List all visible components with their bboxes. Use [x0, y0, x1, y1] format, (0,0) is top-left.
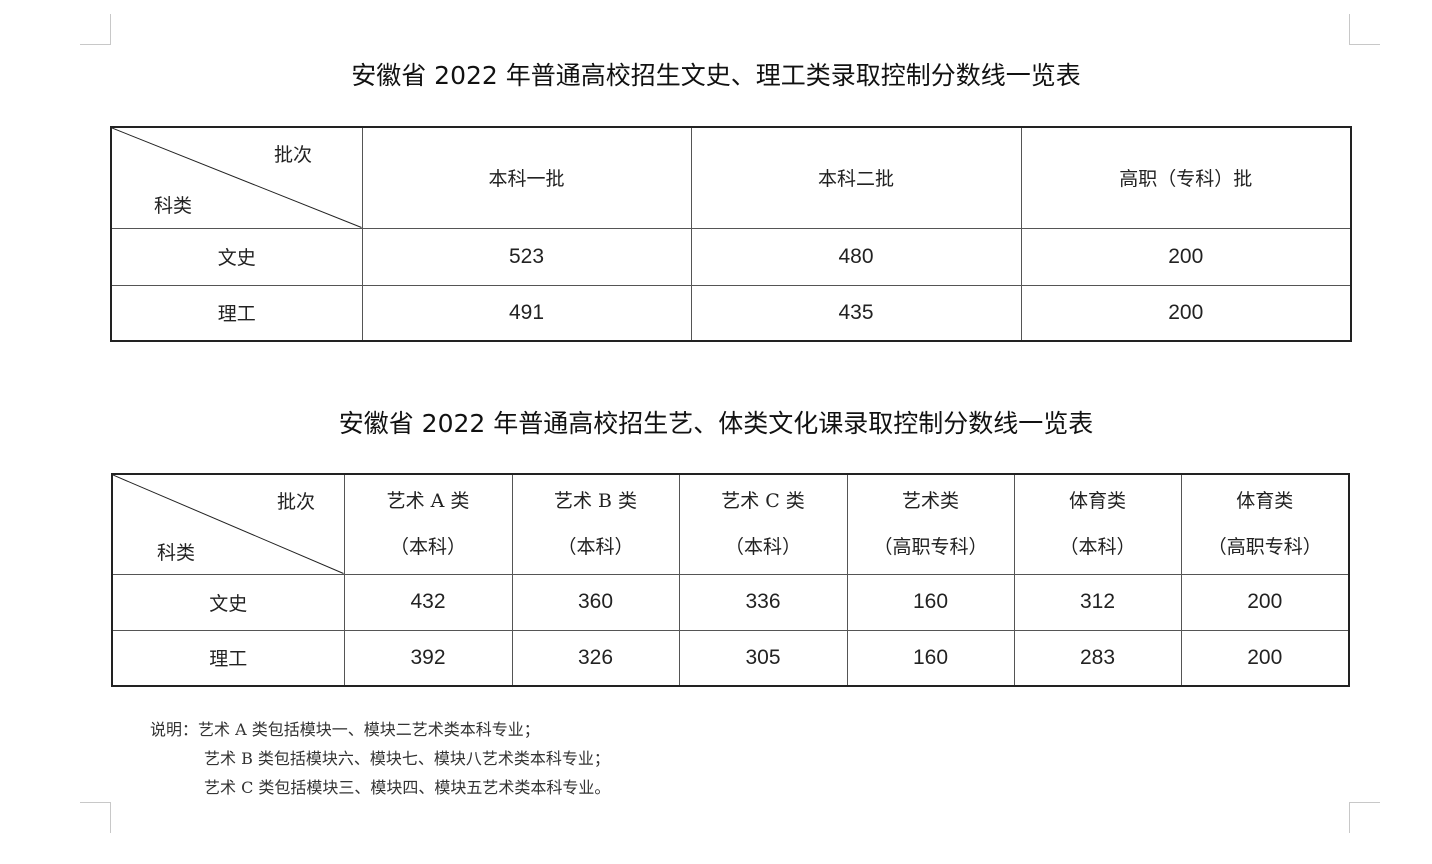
- score-cell: 160: [846, 629, 1015, 687]
- table2: 批次 科类 艺术 A 类 （本科） 艺术 B 类 （本科） 艺术 C 类 （本科） 艺…: [111, 473, 1350, 687]
- table2-title: 安徽省 2022 年普通高校招生艺、体类文化课录取控制分数线一览表: [338, 409, 1094, 438]
- corner-cell: 批次 科类: [111, 473, 345, 575]
- page-corner-mark: [80, 14, 111, 45]
- column-header: 本科一批: [361, 126, 692, 229]
- column-header: 艺术 C 类 （本科）: [678, 473, 848, 575]
- score-cell: 392: [343, 629, 513, 687]
- score-cell: 200: [1020, 227, 1352, 286]
- table1-title: 安徽省 2022 年普通高校招生文史、理工类录取控制分数线一览表: [351, 61, 1081, 90]
- corner-top-label: 批次: [277, 491, 316, 513]
- score-cell: 491: [361, 284, 692, 342]
- score-cell: 283: [1013, 629, 1182, 687]
- table2-header-row: 批次 科类 艺术 A 类 （本科） 艺术 B 类 （本科） 艺术 C 类 （本科） 艺…: [111, 473, 1350, 575]
- note-line: 艺术 B 类包括模块六、模块七、模块八艺术类本科专业；: [204, 749, 610, 768]
- column-header: 艺术 B 类 （本科）: [511, 473, 680, 575]
- table-row: 理工 392 326 305 160 283 200: [111, 629, 1350, 687]
- score-cell: 480: [690, 227, 1022, 286]
- score-cell: 160: [846, 573, 1015, 631]
- column-header-line1: 艺术 A 类: [386, 490, 470, 513]
- page-corner-mark: [80, 802, 111, 833]
- column-header-line1: 艺术 B 类: [553, 490, 638, 513]
- score-cell: 523: [361, 227, 692, 286]
- note-line: 艺术 C 类包括模块三、模块四、模块五艺术类本科专业。: [204, 778, 611, 797]
- score-cell: 305: [678, 629, 848, 687]
- column-header: 体育类 （高职专科）: [1180, 473, 1350, 575]
- column-header-line2: （本科）: [724, 536, 801, 559]
- table1: 批次 科类 本科一批 本科二批 高职（专科）批 文史 523 480 200 理…: [110, 126, 1352, 342]
- corner-cell: 批次 科类: [110, 126, 363, 229]
- column-header-line2: （高职专科）: [873, 536, 988, 559]
- table1-header-row: 批次 科类 本科一批 本科二批 高职（专科）批: [110, 126, 1352, 229]
- column-header: 艺术 A 类 （本科）: [343, 473, 513, 575]
- row-label: 理工: [110, 284, 363, 342]
- score-cell: 200: [1180, 573, 1350, 631]
- column-header-line1: 艺术类: [901, 490, 959, 513]
- table-row: 文史 432 360 336 160 312 200: [111, 573, 1350, 631]
- corner-bottom-label: 科类: [154, 195, 193, 217]
- column-header: 艺术类 （高职专科）: [846, 473, 1015, 575]
- row-label: 文史: [111, 573, 345, 631]
- score-cell: 336: [678, 573, 848, 631]
- score-cell: 432: [343, 573, 513, 631]
- score-cell: 326: [511, 629, 680, 687]
- corner-top-label: 批次: [274, 144, 313, 166]
- column-header-line2: （本科）: [1059, 536, 1136, 559]
- score-cell: 200: [1180, 629, 1350, 687]
- score-cell: 312: [1013, 573, 1182, 631]
- column-header-line1: 体育类: [1236, 490, 1294, 513]
- column-header: 本科二批: [690, 126, 1022, 229]
- page-corner-mark: [1349, 802, 1380, 833]
- row-label: 理工: [111, 629, 345, 687]
- column-header-line1: 艺术 C 类: [721, 490, 805, 513]
- column-header-line2: （本科）: [557, 536, 634, 559]
- notes: 说明：艺术 A 类包括模块一、模块二艺术类本科专业； 艺术 B 类包括模块六、模…: [150, 715, 610, 802]
- page-corner-mark: [1349, 14, 1380, 45]
- table-row: 文史 523 480 200: [110, 227, 1352, 286]
- corner-bottom-label: 科类: [157, 542, 196, 564]
- score-cell: 435: [690, 284, 1022, 342]
- score-cell: 360: [511, 573, 680, 631]
- table-row: 理工 491 435 200: [110, 284, 1352, 342]
- row-label: 文史: [110, 227, 363, 286]
- column-header-line1: 体育类: [1068, 490, 1126, 513]
- column-header: 体育类 （本科）: [1013, 473, 1182, 575]
- note-line: 说明：艺术 A 类包括模块一、模块二艺术类本科专业；: [150, 720, 540, 739]
- column-header-line2: （高职专科）: [1207, 536, 1322, 559]
- column-header: 高职（专科）批: [1020, 126, 1352, 229]
- column-header-line2: （本科）: [389, 536, 466, 559]
- score-cell: 200: [1020, 284, 1352, 342]
